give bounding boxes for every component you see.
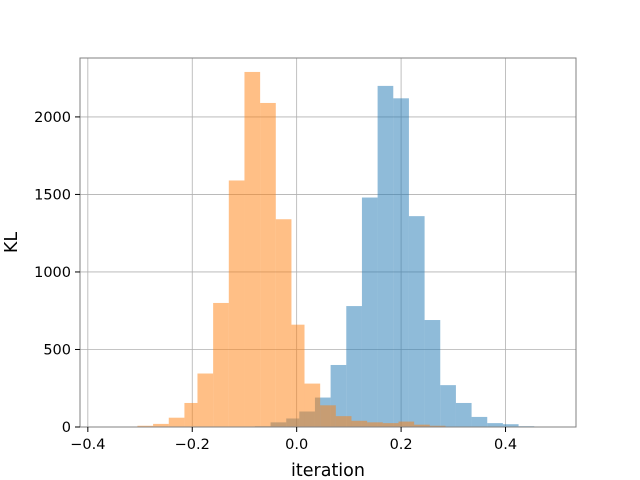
plot-frame bbox=[79, 57, 577, 428]
histogram-bar bbox=[335, 416, 352, 427]
histogram-bar bbox=[137, 425, 154, 427]
histogram-bar bbox=[291, 324, 305, 427]
histogram-bar bbox=[487, 423, 503, 427]
histogram-bar bbox=[502, 424, 519, 427]
histogram-bar bbox=[153, 423, 169, 427]
histogram-bar bbox=[455, 402, 472, 427]
histogram-series-1 bbox=[121, 71, 462, 427]
histogram-bar bbox=[197, 373, 214, 427]
x-axis-label: iteration bbox=[291, 461, 365, 480]
histogram-bar bbox=[429, 425, 446, 427]
x-tick-label: 0.0 bbox=[285, 437, 308, 453]
grid-lines bbox=[80, 58, 576, 428]
x-tick-label: −0.4 bbox=[70, 437, 105, 453]
y-tick-label: 500 bbox=[43, 342, 71, 358]
histogram-bar bbox=[213, 302, 229, 427]
x-tick-label: 0.4 bbox=[494, 437, 517, 453]
histogram-bar bbox=[184, 402, 198, 427]
histogram-bar bbox=[367, 422, 383, 427]
y-tick-label: 1000 bbox=[34, 265, 71, 281]
histogram-bar bbox=[377, 85, 394, 427]
y-tick-label: 0 bbox=[62, 420, 71, 436]
axis-ticks: −0.4 −0.2 0.0 0.2 0.4 0 500 1000 1500 2000 bbox=[34, 110, 517, 453]
y-tick-label: 2000 bbox=[34, 110, 71, 126]
histogram-bar bbox=[275, 219, 292, 427]
histogram-bar bbox=[382, 423, 399, 427]
y-axis-label: KL bbox=[2, 232, 22, 253]
y-tick-label: 1500 bbox=[34, 187, 71, 203]
histogram-bar bbox=[304, 383, 321, 427]
histogram-bar bbox=[351, 420, 368, 427]
histogram-bar bbox=[361, 197, 378, 427]
x-tick-label: 0.2 bbox=[390, 437, 413, 453]
x-tick-label: −0.2 bbox=[175, 437, 210, 453]
histogram-bar bbox=[168, 417, 185, 427]
histogram-bar bbox=[260, 102, 276, 427]
histogram-bar bbox=[408, 216, 425, 427]
histogram-bar bbox=[424, 320, 441, 427]
histogram-bar bbox=[228, 180, 245, 427]
histogram-bar bbox=[393, 98, 409, 428]
histogram-bar bbox=[346, 306, 362, 427]
histogram-bar bbox=[398, 421, 415, 427]
histogram-bar bbox=[244, 71, 261, 427]
histogram-bar bbox=[471, 416, 488, 427]
histogram-bar bbox=[440, 385, 456, 427]
histogram-bar bbox=[414, 424, 430, 427]
histogram-bars bbox=[121, 71, 535, 428]
histogram-bar bbox=[320, 405, 336, 427]
